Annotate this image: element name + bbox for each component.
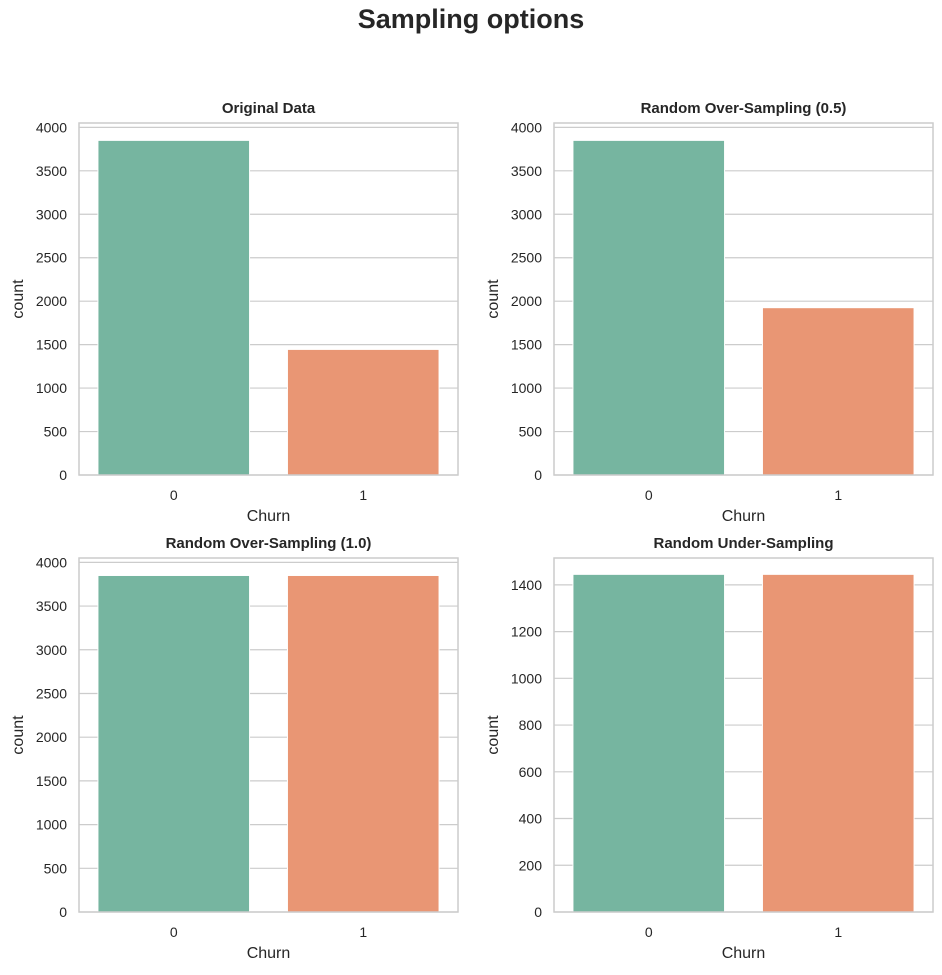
x-tick-label: 0	[645, 487, 653, 503]
x-tick-label: 0	[170, 487, 178, 503]
x-axis-label: Churn	[722, 508, 766, 525]
y-tick-label: 4000	[511, 119, 542, 135]
y-tick-label: 500	[519, 424, 543, 440]
y-tick-label: 4000	[36, 119, 67, 135]
y-tick-label: 1000	[511, 670, 542, 686]
y-tick-label: 2500	[36, 685, 67, 701]
y-axis-label: count	[485, 279, 502, 319]
y-tick-label: 2000	[511, 293, 542, 309]
y-tick-label: 0	[59, 904, 67, 920]
y-tick-label: 1000	[36, 817, 67, 833]
y-tick-label: 1400	[511, 577, 542, 593]
y-axis-label: count	[10, 715, 27, 755]
y-tick-label: 1000	[36, 380, 67, 396]
subplot-title: Random Over-Sampling (1.0)	[166, 535, 372, 552]
x-tick-label: 1	[359, 924, 367, 940]
bar-churn-0	[572, 573, 726, 913]
x-axis-label: Churn	[722, 945, 766, 962]
axes-frame	[78, 122, 459, 476]
y-tick-label: 1500	[511, 337, 542, 353]
subplot-4: 0 200 400 600 800 1000 1200 1400 0 1 Random Under-…	[485, 535, 934, 962]
y-axis-label: count	[10, 279, 27, 319]
y-tick-label: 3500	[36, 598, 67, 614]
y-tick-label: 3500	[511, 163, 542, 179]
y-tick-label: 500	[44, 424, 68, 440]
y-tick-label: 400	[519, 811, 543, 827]
y-tick-label: 3000	[511, 206, 542, 222]
y-tick-label: 2000	[36, 729, 67, 745]
y-tick-label: 600	[519, 764, 543, 780]
y-tick-label: 1000	[511, 380, 542, 396]
bar-churn-1	[761, 573, 915, 913]
subplot-2: 0 500 1000 1500 2000 2500 3000 3500 4000 0 1 Random…	[485, 100, 934, 525]
y-tick-label: 0	[534, 904, 542, 920]
x-axis-label: Churn	[247, 508, 291, 525]
bar-churn-1	[286, 574, 440, 913]
axes-frame	[553, 122, 934, 476]
y-tick-label: 2500	[36, 250, 67, 266]
x-tick-label: 1	[834, 924, 842, 940]
bar-churn-0	[97, 139, 251, 476]
y-tick-label: 2000	[36, 293, 67, 309]
x-tick-label: 0	[645, 924, 653, 940]
y-tick-label: 3500	[36, 163, 67, 179]
x-axis-label: Churn	[247, 945, 291, 962]
subplot-title: Random Over-Sampling (0.5)	[641, 100, 847, 117]
subplot-3: 0 500 1000 1500 2000 2500 3000 3500 4000 0 1 Random…	[10, 535, 459, 962]
y-tick-label: 800	[519, 717, 543, 733]
y-tick-label: 4000	[36, 554, 67, 570]
x-tick-label: 1	[359, 487, 367, 503]
axes-frame	[553, 557, 934, 913]
subplot-title: Original Data	[222, 100, 316, 117]
subplot-1: 0 500 1000 1500 2000 2500 3000 3500 4000 0 1 Origin…	[10, 100, 459, 525]
y-tick-label: 3000	[36, 642, 67, 658]
bar-churn-0	[97, 574, 251, 913]
y-tick-label: 2500	[511, 250, 542, 266]
y-tick-label: 0	[534, 467, 542, 483]
bar-churn-0	[572, 139, 726, 476]
y-tick-label: 500	[44, 860, 68, 876]
y-tick-label: 0	[59, 467, 67, 483]
y-tick-label: 200	[519, 857, 543, 873]
y-tick-label: 3000	[36, 206, 67, 222]
axes-frame	[78, 557, 459, 913]
bar-churn-1	[286, 348, 440, 476]
subplot-title: Random Under-Sampling	[653, 535, 833, 552]
x-tick-label: 0	[170, 924, 178, 940]
y-tick-label: 1500	[36, 337, 67, 353]
y-tick-label: 1200	[511, 624, 542, 640]
y-tick-label: 1500	[36, 773, 67, 789]
x-tick-label: 1	[834, 487, 842, 503]
y-axis-label: count	[485, 715, 502, 755]
bar-churn-1	[761, 307, 915, 476]
figure-suptitle: Sampling options	[357, 4, 585, 34]
